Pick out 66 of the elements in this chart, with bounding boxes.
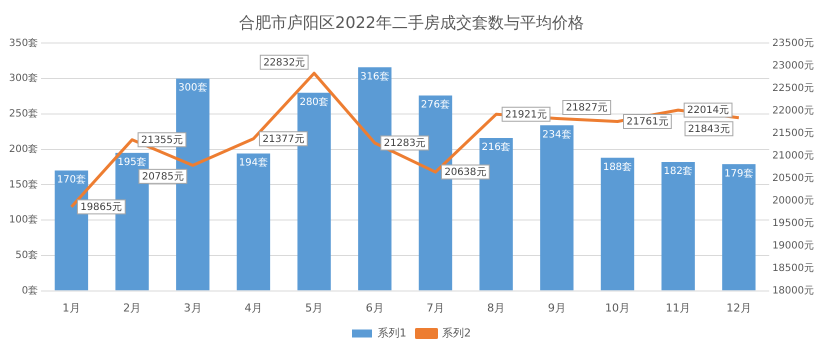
data-label: 21843元 <box>688 124 730 135</box>
data-label: 22014元 <box>687 105 729 116</box>
data-label: 19865元 <box>80 202 122 213</box>
y2-tick-label: 22500元 <box>772 82 814 94</box>
bar <box>661 162 695 290</box>
x-tick-label: 9月 <box>548 301 566 314</box>
y2-tick-label: 18500元 <box>772 262 814 274</box>
x-tick-label: 8月 <box>487 301 506 314</box>
y2-tick-label: 18000元 <box>772 285 814 296</box>
y2-tick-label: 19500元 <box>772 218 814 229</box>
data-label: 276套 <box>420 98 450 111</box>
x-tick-label: 7月 <box>426 301 444 314</box>
y2-tick-label: 23500元 <box>772 38 814 49</box>
data-label: 195套 <box>118 156 147 168</box>
x-tick-label: 4月 <box>244 301 262 314</box>
data-label: 20638元 <box>444 167 486 178</box>
data-label: 216套 <box>482 141 511 154</box>
y2-tick-label: 20500元 <box>772 172 814 184</box>
x-tick-label: 11月 <box>666 301 691 314</box>
data-label: 21355元 <box>141 134 183 146</box>
bar <box>236 154 270 290</box>
data-label: 300套 <box>178 82 208 94</box>
y2-tick-label: 21500元 <box>772 128 814 139</box>
data-label: 194套 <box>238 156 268 169</box>
x-tick-label: 3月 <box>184 301 202 314</box>
data-label: 21827元 <box>566 102 608 114</box>
bar <box>297 92 331 290</box>
y2-tick-label: 22000元 <box>772 105 814 116</box>
data-label: 234套 <box>542 128 572 140</box>
data-label: 21761元 <box>626 116 668 128</box>
x-tick-label: 5月 <box>305 301 324 314</box>
y-tick-label: 0套 <box>22 284 38 296</box>
y-tick-label: 100套 <box>8 214 38 226</box>
y2-tick-label: 21000元 <box>772 150 814 162</box>
y2-tick-label: 20000元 <box>772 195 814 206</box>
x-tick-label: 10月 <box>605 301 630 314</box>
data-label: 21283元 <box>384 138 426 150</box>
data-label: 170套 <box>56 174 86 186</box>
y2-tick-label: 19000元 <box>772 240 814 252</box>
legend-label: 系列1 <box>378 326 406 340</box>
y2-tick-label: 23000元 <box>772 60 814 72</box>
y-tick-label: 200套 <box>8 142 38 155</box>
data-label: 21377元 <box>262 134 304 145</box>
chart-title: 合肥市庐阳区2022年二手房成交套数与平均价格 <box>239 12 584 32</box>
bar <box>600 158 634 290</box>
y-tick-label: 150套 <box>8 178 38 190</box>
bar <box>540 125 574 290</box>
x-tick-label: 6月 <box>366 301 384 314</box>
bar <box>722 164 756 290</box>
data-label: 20785元 <box>142 172 184 183</box>
data-label: 280套 <box>300 96 329 108</box>
data-label: 188套 <box>602 160 632 173</box>
data-label: 22832元 <box>263 57 306 68</box>
data-label: 182套 <box>664 165 693 178</box>
data-label: 179套 <box>724 167 754 180</box>
data-label: 21921元 <box>505 109 547 120</box>
legend-label: 系列2 <box>442 326 471 340</box>
y-tick-label: 350套 <box>8 36 38 49</box>
y-tick-label: 300套 <box>8 72 38 84</box>
y-tick-label: 50套 <box>15 249 38 262</box>
data-label: 316套 <box>360 70 390 82</box>
x-tick-label: 1月 <box>62 301 80 314</box>
x-tick-label: 2月 <box>123 301 142 314</box>
bar <box>479 138 513 290</box>
y-tick-label: 250套 <box>8 108 38 120</box>
x-tick-label: 12月 <box>726 301 752 314</box>
